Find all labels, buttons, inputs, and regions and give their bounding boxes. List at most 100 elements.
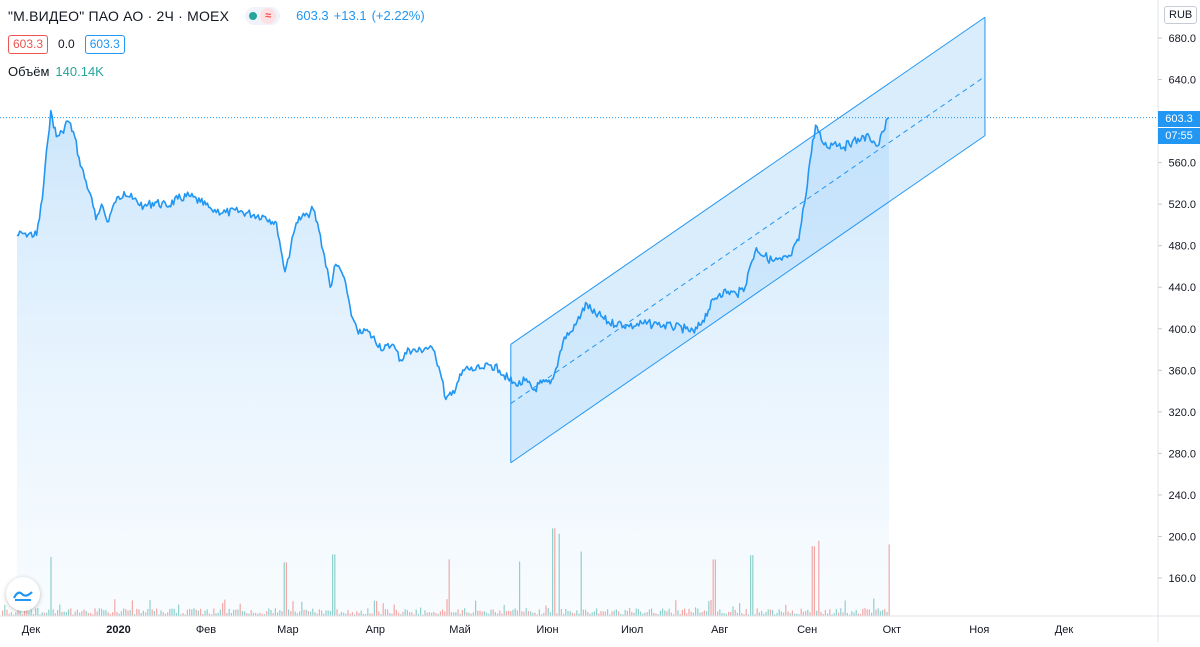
volume-bar bbox=[92, 614, 94, 616]
x-tick-label: Окт bbox=[883, 624, 902, 636]
volume-bar bbox=[486, 612, 488, 616]
volume-bar bbox=[492, 609, 494, 616]
y-tick-label: 520.0 bbox=[1168, 199, 1196, 211]
volume-bar bbox=[558, 533, 560, 616]
volume-bar bbox=[703, 610, 705, 616]
channel-lower-line bbox=[510, 135, 986, 464]
volume-bar bbox=[217, 612, 219, 616]
volume-bar bbox=[156, 608, 158, 616]
volume-bar bbox=[664, 610, 666, 616]
volume-bar bbox=[153, 611, 155, 616]
volume-bar bbox=[631, 611, 633, 616]
volume-bar bbox=[435, 613, 437, 616]
volume-bar bbox=[728, 612, 730, 616]
volume-bar bbox=[382, 603, 384, 616]
volume-bar bbox=[448, 559, 450, 616]
volume-bar bbox=[351, 612, 353, 616]
volume-bar bbox=[589, 613, 591, 616]
volume-bar bbox=[543, 612, 545, 616]
volume-bar bbox=[811, 546, 813, 616]
volume-bar bbox=[534, 612, 536, 616]
volume-bar bbox=[525, 608, 527, 616]
x-tick-label: Сен bbox=[797, 624, 817, 636]
volume-bar bbox=[219, 609, 221, 616]
volume-bar bbox=[35, 608, 37, 616]
volume-bar bbox=[74, 611, 76, 616]
volume-bar bbox=[855, 610, 857, 616]
volume-bar bbox=[343, 612, 345, 616]
volume-bar bbox=[239, 603, 241, 616]
volume-bar bbox=[734, 609, 736, 616]
volume-bar bbox=[327, 610, 329, 616]
volume-bar bbox=[338, 614, 340, 616]
volume-bar bbox=[629, 608, 631, 616]
volume-bar bbox=[428, 612, 430, 616]
volume-bar bbox=[798, 614, 800, 616]
volume-bar bbox=[866, 609, 868, 616]
symbol-title[interactable]: "М.ВИДЕО" ПАО АО · 2Ч · MOEX bbox=[8, 8, 230, 24]
volume-bar bbox=[446, 599, 448, 616]
volume-bar bbox=[862, 609, 864, 616]
volume-bar bbox=[450, 612, 452, 616]
volume-label[interactable]: Объём bbox=[8, 64, 50, 79]
volume-bar bbox=[708, 601, 710, 616]
volume-bar bbox=[578, 613, 580, 616]
volume-bar bbox=[789, 613, 791, 616]
ask-price[interactable]: 603.3 bbox=[84, 34, 125, 54]
volume-bar bbox=[6, 609, 8, 616]
volume-bar bbox=[853, 612, 855, 616]
volume-bar bbox=[864, 608, 866, 616]
volume-bar bbox=[175, 612, 177, 616]
volume-bar bbox=[270, 610, 272, 616]
volume-bar bbox=[398, 612, 400, 616]
volume-bar bbox=[37, 607, 39, 616]
volume-bar bbox=[147, 609, 149, 616]
volume-bar bbox=[52, 609, 54, 616]
last-quote: 603.3 +13.1 (+2.22%) bbox=[296, 6, 430, 26]
y-tick-label: 640.0 bbox=[1168, 75, 1196, 87]
volume-bar bbox=[844, 600, 846, 616]
volume-bar bbox=[741, 613, 743, 616]
currency-button[interactable]: RUB bbox=[1164, 6, 1198, 24]
volume-bar bbox=[131, 600, 133, 616]
volume-bar bbox=[13, 614, 15, 616]
volume-bar bbox=[4, 604, 6, 616]
volume-bar bbox=[736, 612, 738, 616]
volume-bar bbox=[400, 614, 402, 616]
volume-bar bbox=[228, 608, 230, 616]
volume-bar bbox=[565, 609, 567, 616]
volume-bar bbox=[259, 612, 261, 616]
volume-bar bbox=[547, 608, 549, 616]
volume-bar bbox=[340, 611, 342, 616]
volume-bar bbox=[336, 609, 338, 616]
x-tick-label: Авг bbox=[711, 624, 728, 636]
volume-bar bbox=[857, 613, 859, 616]
volume-bar bbox=[523, 611, 525, 616]
volume-bar bbox=[607, 609, 609, 616]
volume-bar bbox=[780, 611, 782, 616]
volume-bar bbox=[193, 608, 195, 616]
volume-bar bbox=[802, 611, 804, 616]
volume-bar bbox=[160, 610, 162, 616]
volume-bar bbox=[28, 611, 30, 616]
tradingview-logo-icon[interactable] bbox=[6, 577, 40, 611]
volume-bar bbox=[569, 611, 571, 616]
volume-bar bbox=[376, 601, 378, 616]
volume-bar bbox=[316, 613, 318, 616]
volume-bar bbox=[114, 599, 116, 616]
volume-bar bbox=[745, 609, 747, 616]
volume-bar bbox=[411, 612, 413, 616]
volume-bar bbox=[288, 609, 290, 616]
price-change: +13.1 bbox=[333, 8, 367, 23]
x-tick-label: Июл bbox=[621, 624, 643, 636]
bid-price[interactable]: 603.3 bbox=[8, 34, 49, 54]
volume-bar bbox=[470, 613, 472, 616]
volume-bar bbox=[305, 609, 307, 616]
volume-bar bbox=[365, 614, 367, 616]
volume-bar bbox=[387, 609, 389, 616]
volume-bar bbox=[277, 612, 279, 616]
volume-bar bbox=[510, 611, 512, 616]
volume-bar bbox=[65, 611, 67, 616]
market-status[interactable]: ≈ bbox=[245, 7, 281, 25]
